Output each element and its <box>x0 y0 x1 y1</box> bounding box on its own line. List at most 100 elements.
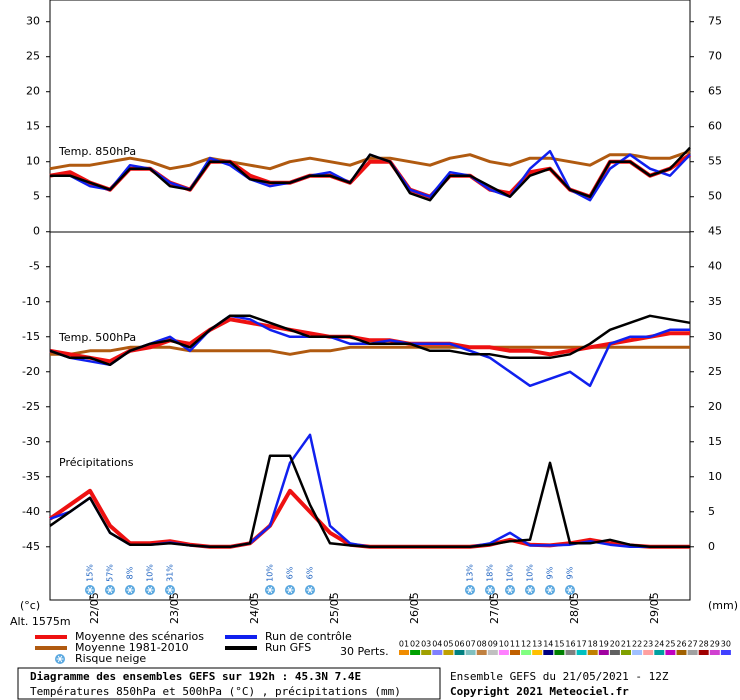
y2-tick-label: 75 <box>708 15 722 28</box>
series-line <box>50 146 691 202</box>
info-box <box>17 667 441 700</box>
chart-title: Diagramme des ensembles GEFS sur 192h : … <box>30 670 361 683</box>
y-tick-label: -30 <box>22 435 40 448</box>
perturbation-swatch <box>421 650 432 655</box>
perturbation-swatch <box>443 650 454 655</box>
legend-label: Moyenne des scénarios <box>75 630 204 643</box>
perturbation-swatch <box>554 650 565 655</box>
snowflake-stroke <box>107 586 113 594</box>
y2-tick-label: 60 <box>708 120 722 133</box>
perturbation-swatch <box>454 650 465 655</box>
perturbation-name: 09 <box>488 640 498 649</box>
perturbation-label: 30 Perts. <box>340 645 389 658</box>
perturbation-name: 17 <box>577 640 587 649</box>
perturbation-name: 01 <box>399 640 409 649</box>
legend-label: Run de contrôle <box>265 630 352 643</box>
perturbation-name: 24 <box>654 640 664 649</box>
y-tick-label: 20 <box>26 85 40 98</box>
x-tick-label: 29/05 <box>648 592 661 624</box>
series-line <box>49 149 691 171</box>
series-line <box>48 488 690 549</box>
series-line <box>49 433 690 549</box>
perturbation-name: 16 <box>565 640 575 649</box>
y2-tick-label: 70 <box>708 50 722 63</box>
perturbation-name: 11 <box>510 640 520 649</box>
snowflake-stroke <box>57 655 63 663</box>
y2-tick-label: 15 <box>708 435 722 448</box>
perturbation-swatch <box>498 650 509 655</box>
perturbation-name: 27 <box>688 640 698 649</box>
perturbation-name: 20 <box>610 640 620 649</box>
perturbation-swatch <box>676 650 687 655</box>
perturbation-name: 06 <box>454 640 464 649</box>
y2-tick-label: 20 <box>708 400 722 413</box>
perturbation-swatch <box>476 650 487 655</box>
snow-risk-label: 6% <box>306 566 315 579</box>
snow-risk-label: 15% <box>86 564 95 582</box>
perturbation-name: 04 <box>432 640 442 649</box>
perturbation-name: 15 <box>554 640 564 649</box>
series-line <box>49 314 690 388</box>
x-tick-label: 28/05 <box>568 592 581 624</box>
snow-risk-label: 10% <box>526 564 535 582</box>
y2-tick-label: 5 <box>708 505 715 518</box>
perturbation-name: 03 <box>421 640 431 649</box>
snow-risk-label: 10% <box>146 564 155 582</box>
y2-tick-label: 40 <box>708 260 722 273</box>
perturbation-swatch <box>665 650 676 655</box>
y2-tick-label: 25 <box>708 365 722 378</box>
perturbation-swatch <box>532 650 543 655</box>
y-tick-label: 0 <box>33 225 40 238</box>
perturbation-name: 12 <box>521 640 531 649</box>
perturbation-swatch <box>410 650 421 655</box>
legend-label: Risque neige <box>75 652 146 665</box>
y-tick-label: -45 <box>22 540 40 553</box>
snow-risk-label: 57% <box>106 564 115 582</box>
perturbation-swatch <box>598 650 609 655</box>
y-tick-label: 5 <box>33 190 40 203</box>
perturbation-name: 26 <box>676 640 686 649</box>
y-tick-label: -15 <box>22 330 40 343</box>
altitude-label: Alt. 1575m <box>10 615 71 628</box>
perturbation-swatch <box>621 650 631 655</box>
perturbation-swatch <box>687 650 698 655</box>
legend-label: Moyenne 1981-2010 <box>75 641 189 654</box>
y-tick-label: -20 <box>22 365 40 378</box>
snowflake-stroke <box>467 586 473 594</box>
snow-risk-label: 18% <box>486 564 495 582</box>
perturbation-swatch <box>709 650 720 655</box>
x-tick-label: 24/05 <box>248 592 261 624</box>
panel-label: Temp. 500hPa <box>58 331 136 344</box>
perturbation-swatch <box>510 650 520 655</box>
y2-tick-label: 55 <box>708 155 722 168</box>
snow-risk-label: 6% <box>286 566 295 579</box>
y-tick-label: -25 <box>22 400 40 413</box>
perturbation-swatch <box>643 650 654 655</box>
panel-label: Précipitations <box>59 456 134 469</box>
series-line <box>49 454 690 549</box>
perturbation-name: 22 <box>632 640 642 649</box>
y-tick-label: -40 <box>22 505 40 518</box>
x-tick-label: 22/05 <box>88 592 101 624</box>
snowflake-stroke <box>87 586 93 594</box>
y-tick-label: -35 <box>22 470 40 483</box>
y2-tick-label: 30 <box>708 330 722 343</box>
y2-tick-label: 45 <box>708 225 722 238</box>
snowflake-stroke <box>527 586 533 594</box>
snowflake-stroke <box>267 586 273 594</box>
snowflake-stroke <box>567 586 573 594</box>
perturbation-name: 18 <box>588 640 598 649</box>
perturbation-name: 30 <box>721 640 731 649</box>
perturbation-swatch <box>465 650 476 655</box>
x-tick-label: 26/05 <box>408 592 421 624</box>
y-tick-label: 30 <box>26 15 40 28</box>
perturbation-swatch <box>576 650 587 655</box>
snow-risk-label: 31% <box>166 564 175 582</box>
perturbation-name: 10 <box>499 640 509 649</box>
y2-axis-label: (mm) <box>708 599 738 612</box>
perturbation-name: 14 <box>543 640 553 649</box>
perturbation-name: 02 <box>410 640 420 649</box>
y-axis-label: (°c) <box>20 599 40 612</box>
snowflake-stroke <box>547 586 553 594</box>
